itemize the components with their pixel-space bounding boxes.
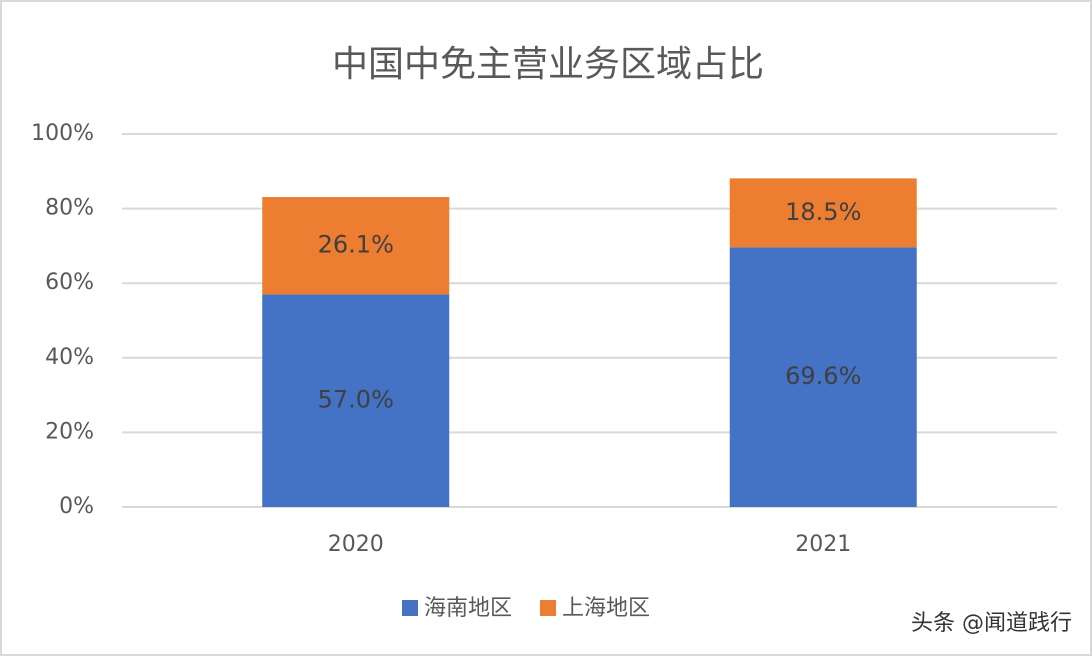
legend-swatch (540, 600, 557, 616)
data-label: 69.6% (785, 362, 861, 390)
y-tick-label: 40% (45, 345, 94, 370)
bar-segment (729, 247, 917, 507)
legend-swatch (402, 600, 418, 616)
y-tick-label: 80% (45, 196, 94, 221)
watermark: 头条 @闻道践行 (911, 611, 1072, 636)
bar-segment (729, 178, 917, 248)
legend-label: 上海地区 (562, 596, 650, 621)
legend-label: 海南地区 (424, 596, 512, 621)
bar-segment (262, 197, 450, 295)
chart-title: 中国中免主营业务区域占比 (332, 44, 764, 85)
x-tick-label: 2021 (795, 532, 851, 557)
data-label: 18.5% (785, 198, 861, 226)
data-label: 26.1% (318, 231, 394, 259)
y-tick-label: 100% (31, 121, 94, 146)
bar-segment (262, 294, 450, 507)
y-tick-label: 60% (45, 270, 94, 295)
y-tick-label: 0% (59, 494, 94, 519)
y-tick-label: 20% (45, 419, 94, 444)
x-tick-label: 2020 (328, 532, 384, 557)
data-label: 57.0% (318, 386, 394, 414)
